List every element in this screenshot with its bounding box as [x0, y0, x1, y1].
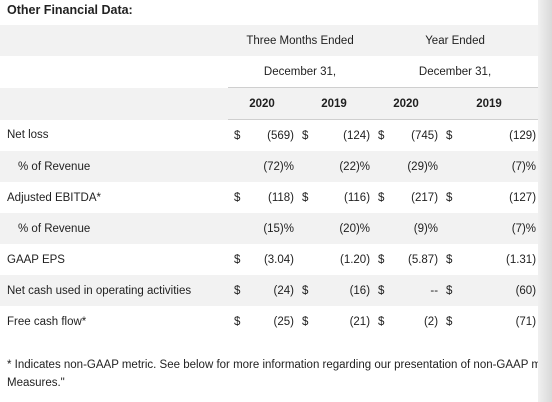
row-label: Net cash used in operating activities — [0, 275, 228, 306]
currency-symbol: $ — [446, 191, 453, 204]
value-cell: (3.04) — [263, 253, 294, 266]
value-cell: (24) — [250, 275, 296, 306]
row-label: Free cash flow* — [7, 315, 87, 328]
currency-symbol: $ — [234, 191, 241, 204]
value-cell: (72)% — [250, 151, 296, 182]
currency-symbol — [440, 151, 467, 182]
header-date-year: December 31, — [372, 56, 539, 88]
currency-symbol — [440, 213, 467, 244]
value-cell: (60) — [466, 275, 539, 306]
currency-symbol — [372, 151, 395, 182]
currency-symbol — [228, 213, 250, 244]
currency-symbol: $ — [234, 315, 241, 328]
table-row-net-cash-operating: Net cash used in operating activities $ … — [0, 275, 539, 306]
value-cell: (217) — [411, 191, 439, 204]
row-label: Net loss — [7, 129, 49, 142]
value-cell: (745) — [411, 129, 439, 142]
value-cell: (9)% — [394, 213, 441, 244]
table-row-pct-revenue: % of Revenue (15)% (20)% (9)% (7)% — [0, 213, 539, 244]
currency-symbol: $ — [446, 129, 453, 142]
footnote-line: Measures." — [7, 377, 65, 389]
value-cell: (20)% — [316, 213, 373, 244]
row-label: % of Revenue — [0, 151, 228, 182]
table-row-free-cash-flow: Free cash flow* $ (25) $ (21) $ (2) $ (7… — [0, 306, 538, 337]
header-year-ended: Year Ended — [372, 25, 539, 56]
value-cell: (2) — [423, 315, 439, 328]
header-row-years: 2020 2019 2020 2019 — [0, 87, 539, 120]
currency-symbol: $ — [378, 253, 385, 266]
value-cell: (116) — [344, 191, 371, 204]
currency-symbol: $ — [372, 275, 395, 306]
currency-symbol: $ — [302, 191, 309, 204]
section-title: Other Financial Data: — [7, 3, 133, 17]
table-row-pct-revenue: % of Revenue (72)% (22)% (29)% (7)% — [0, 151, 539, 182]
row-label: Adjusted EBITDA* — [7, 191, 101, 204]
financial-data-table: Three Months Ended Year Ended December 3… — [0, 25, 539, 337]
value-cell: (16) — [316, 275, 373, 306]
value-cell: -- — [394, 275, 441, 306]
scrollbar-track[interactable] — [538, 0, 552, 402]
row-label: GAAP EPS — [7, 253, 65, 266]
header-row-dates: December 31, December 31, — [0, 56, 539, 88]
value-cell: (127) — [509, 191, 537, 204]
value-cell: (7)% — [466, 213, 539, 244]
value-cell: (1.31) — [505, 253, 537, 266]
year-header: 2020 — [372, 87, 441, 120]
currency-symbol: $ — [234, 253, 241, 266]
value-cell: (29)% — [394, 151, 441, 182]
value-cell: (7)% — [466, 151, 539, 182]
header-date-quarter: December 31, — [228, 56, 373, 88]
currency-symbol: $ — [378, 191, 385, 204]
value-cell: (25) — [273, 315, 294, 328]
currency-symbol: $ — [302, 315, 309, 328]
currency-symbol — [296, 151, 316, 182]
currency-symbol: $ — [234, 129, 241, 142]
table-row-adjusted-ebitda: Adjusted EBITDA* $ (118) $ (116) $ (217)… — [0, 182, 538, 213]
currency-symbol: $ — [446, 315, 453, 328]
currency-symbol: $ — [378, 129, 385, 142]
currency-symbol — [296, 244, 316, 275]
currency-symbol: $ — [302, 129, 309, 142]
value-cell: (71) — [515, 315, 537, 328]
currency-symbol: $ — [446, 253, 453, 266]
year-header: 2020 — [228, 87, 296, 120]
value-cell: (15)% — [250, 213, 296, 244]
currency-symbol — [372, 213, 395, 244]
table-row-gaap-eps: GAAP EPS $ (3.04) (1.20) $ (5.87) $ (1.3… — [0, 244, 538, 275]
header-three-months: Three Months Ended — [228, 25, 373, 56]
value-cell: (21) — [349, 315, 371, 328]
currency-symbol — [228, 151, 250, 182]
header-row-periods: Three Months Ended Year Ended — [0, 25, 539, 56]
footnote-line: * Indicates non-GAAP metric. See below f… — [7, 359, 551, 371]
table-row-net-loss: Net loss $ (569) $ (124) $ (745) $ (129) — [0, 120, 538, 152]
row-label: % of Revenue — [0, 213, 228, 244]
footnote: * Indicates non-GAAP metric. See below f… — [7, 356, 552, 392]
value-cell: (22)% — [316, 151, 373, 182]
value-cell: (118) — [268, 191, 294, 204]
currency-symbol: $ — [228, 275, 250, 306]
value-cell: (124) — [343, 129, 371, 142]
value-cell: (129) — [509, 129, 537, 142]
year-header: 2019 — [296, 87, 373, 120]
currency-symbol: $ — [296, 275, 316, 306]
currency-symbol: $ — [440, 275, 467, 306]
year-header: 2019 — [440, 87, 539, 120]
value-cell: (569) — [267, 129, 294, 142]
value-cell: (1.20) — [339, 253, 371, 266]
currency-symbol — [296, 213, 316, 244]
currency-symbol: $ — [378, 315, 385, 328]
value-cell: (5.87) — [407, 253, 439, 266]
